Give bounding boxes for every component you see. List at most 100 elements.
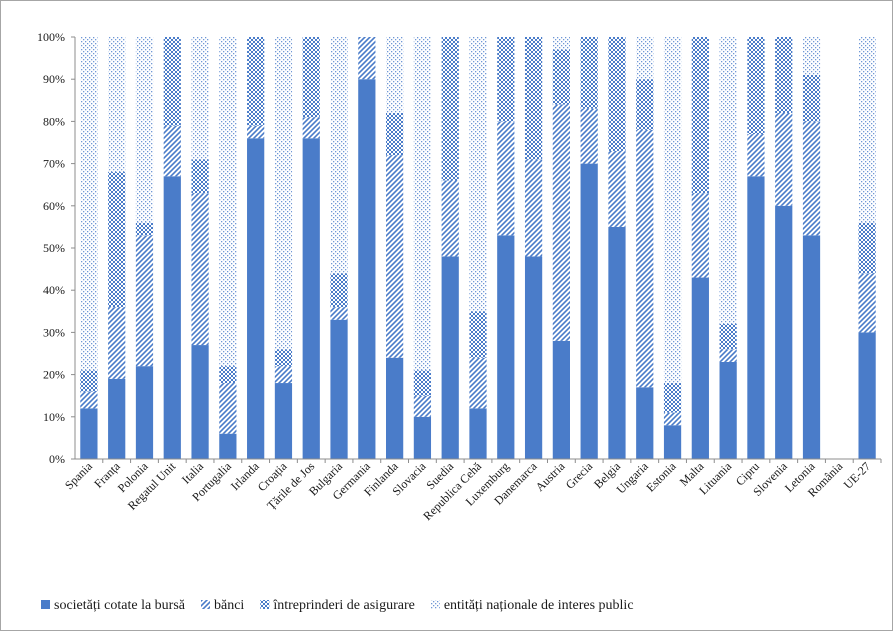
legend-label-series-3: entități naționale de interes public — [444, 598, 634, 613]
y-tick-label: 0% — [49, 452, 65, 466]
bar-stack-8 — [302, 37, 320, 459]
bar-segment-series-2 — [191, 159, 209, 194]
bar-stack-20 — [636, 37, 654, 459]
bar-stack-4 — [191, 37, 209, 459]
bar-segment-series-2 — [469, 311, 487, 358]
bar-segment-series-1 — [413, 395, 432, 417]
bar-segment-series-1 — [191, 193, 209, 346]
bar-segment-series-2 — [80, 370, 98, 392]
bar-segment-series-3 — [858, 37, 876, 223]
bar-segment-series-3 — [469, 37, 487, 312]
y-tick-label: 10% — [43, 410, 65, 424]
x-category-label: Ungaria — [614, 459, 652, 497]
bar-segment-series-3 — [386, 37, 404, 113]
y-tick-label: 50% — [43, 241, 65, 255]
legend: societăți cotate la bursă bănci întreprind… — [41, 598, 634, 613]
bar-segment-series-2 — [247, 37, 265, 126]
y-tick-label: 60% — [43, 199, 65, 213]
bar-stack-5 — [219, 37, 237, 459]
legend-label-series-1: bănci — [214, 598, 244, 613]
bar-stack-11 — [386, 37, 404, 459]
bar-segment-series-0 — [413, 416, 432, 459]
bar-segment-series-3 — [552, 37, 570, 50]
x-category-label: UE-27 — [841, 459, 874, 492]
y-tick-label: 40% — [43, 283, 65, 297]
bar-segment-series-0 — [135, 366, 154, 459]
bar-segment-series-1 — [747, 134, 765, 177]
legend-swatch-series-1 — [201, 600, 210, 609]
bar-segment-series-3 — [135, 37, 154, 223]
legend-swatch-series-3 — [430, 600, 440, 609]
bar-segment-series-3 — [219, 37, 237, 367]
bar-segment-series-0 — [358, 79, 376, 459]
bar-segment-series-0 — [80, 408, 98, 459]
bar-stack-14 — [469, 37, 487, 459]
bar-stack-2 — [135, 37, 154, 459]
bar-segment-series-1 — [663, 412, 682, 426]
bar-segment-series-2 — [775, 37, 793, 113]
bar-stack-21 — [663, 37, 682, 459]
bar-segment-series-0 — [108, 378, 126, 459]
bar-segment-series-1 — [330, 307, 348, 320]
bar-segment-series-1 — [80, 391, 98, 409]
bar-segment-series-2 — [802, 74, 821, 122]
bar-segment-series-0 — [163, 176, 181, 459]
bar-segment-series-3 — [802, 37, 821, 75]
bar-segment-series-2 — [413, 370, 432, 396]
bar-segment-series-3 — [191, 37, 209, 160]
bar-segment-series-1 — [274, 366, 293, 384]
bar-segment-series-0 — [524, 256, 543, 459]
y-tick-label: 70% — [43, 157, 65, 171]
bar-stack-18 — [580, 37, 598, 459]
x-category-label: Grecia — [563, 459, 596, 492]
bar-segment-series-2 — [747, 37, 765, 135]
bar-stack-3 — [163, 37, 181, 459]
y-tick-label: 20% — [43, 368, 65, 382]
bar-segment-series-3 — [80, 37, 98, 371]
legend-swatch-series-0 — [41, 600, 50, 609]
bar-segment-series-2 — [608, 37, 626, 151]
bar-stack-13 — [441, 37, 459, 459]
bar-segment-series-0 — [469, 408, 487, 459]
bar-stack-26 — [802, 37, 821, 459]
bar-segment-series-1 — [441, 180, 459, 257]
bar-stack-17 — [552, 37, 570, 459]
bars-group — [80, 37, 876, 459]
bar-segment-series-3 — [108, 37, 126, 173]
bar-segment-series-3 — [663, 37, 682, 384]
y-tick-label: 80% — [43, 114, 65, 128]
bar-segment-series-1 — [580, 108, 598, 164]
bar-segment-series-2 — [691, 37, 709, 194]
bar-segment-series-0 — [330, 319, 348, 459]
bar-stack-22 — [691, 37, 709, 459]
bar-segment-series-0 — [663, 425, 682, 459]
bar-segment-series-0 — [719, 361, 737, 459]
x-category-label: Spania — [62, 459, 95, 492]
bar-segment-series-1 — [608, 150, 626, 227]
bar-stack-15 — [497, 37, 515, 459]
bar-stack-25 — [775, 37, 793, 459]
bar-segment-series-1 — [469, 357, 487, 409]
y-axis: 0% 10% 20% 30% 40% 50% 60% 70% 80% 90% 100% — [37, 30, 76, 466]
bar-segment-series-0 — [302, 138, 320, 459]
bar-segment-series-2 — [386, 112, 404, 156]
bar-segment-series-0 — [219, 433, 237, 459]
bar-stack-9 — [330, 37, 348, 459]
bar-segment-series-1 — [358, 37, 376, 80]
bar-segment-series-3 — [274, 37, 293, 350]
bar-segment-series-1 — [775, 112, 793, 206]
bar-segment-series-1 — [108, 307, 126, 379]
bar-segment-series-0 — [441, 256, 459, 459]
bar-segment-series-3 — [636, 37, 654, 80]
bar-segment-series-3 — [330, 37, 348, 274]
bar-segment-series-1 — [719, 349, 737, 362]
bar-segment-series-0 — [608, 226, 626, 459]
bar-segment-series-1 — [497, 121, 515, 236]
bar-segment-series-1 — [636, 129, 654, 388]
bar-segment-series-1 — [247, 125, 265, 139]
bar-segment-series-1 — [302, 117, 320, 139]
bar-segment-series-1 — [524, 159, 543, 257]
bar-segment-series-2 — [524, 37, 543, 160]
bar-stack-7 — [274, 37, 293, 459]
